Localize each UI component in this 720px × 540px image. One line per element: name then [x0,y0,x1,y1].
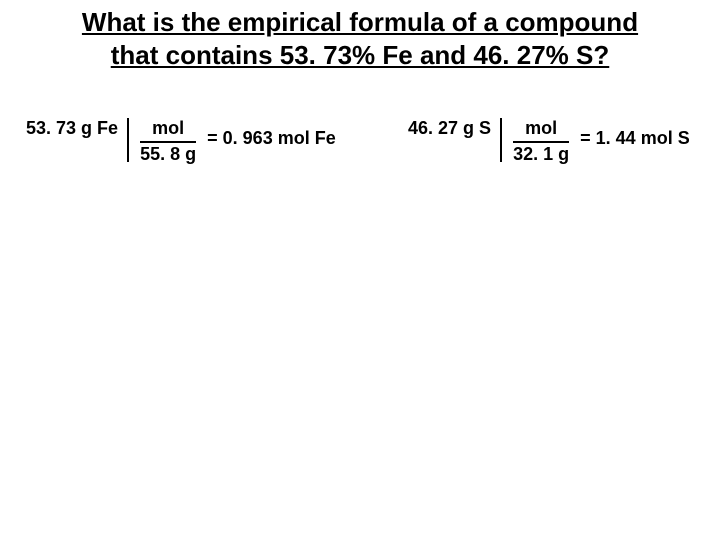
calc-fe-frac-rule [140,141,196,143]
slide-title: What is the empirical formula of a compo… [0,6,720,71]
calc-s-result: = 1. 44 mol S [580,118,690,149]
calc-fe-fraction: mol 55. 8 g [140,118,196,165]
calc-s-frac-bot: 32. 1 g [513,144,569,165]
title-line-2: that contains 53. 73% Fe and 46. 27% S? [0,39,720,72]
calc-s-given: 46. 27 g S [408,118,491,139]
calc-s-frac-rule [513,141,569,143]
calc-s-fraction: mol 32. 1 g [513,118,569,165]
calc-fe-given: 53. 73 g Fe [26,118,118,139]
title-line-1: What is the empirical formula of a compo… [0,6,720,39]
calc-fe-separator [127,118,129,162]
calc-fe: 53. 73 g Fe mol 55. 8 g = 0. 963 mol Fe [26,118,336,165]
calc-s: 46. 27 g S mol 32. 1 g = 1. 44 mol S [408,118,690,165]
calc-fe-frac-top: mol [140,118,196,139]
calc-fe-result: = 0. 963 mol Fe [207,118,336,149]
calc-fe-frac-bot: 55. 8 g [140,144,196,165]
calc-s-frac-top: mol [513,118,569,139]
calc-s-separator [500,118,502,162]
